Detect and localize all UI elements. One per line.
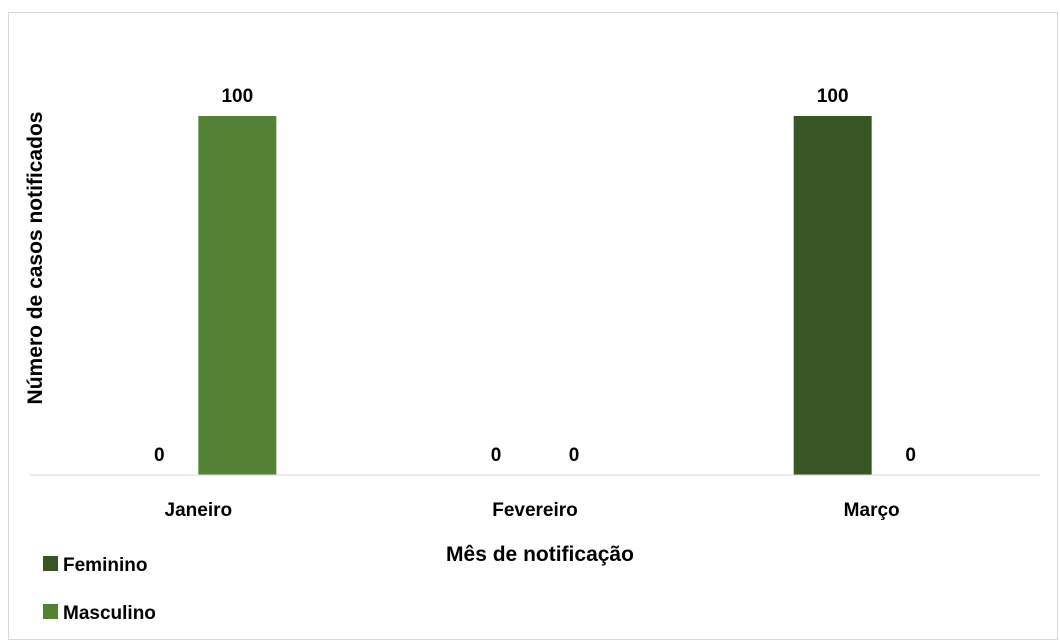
- legend-label-feminino: Feminino: [63, 555, 147, 576]
- data-label-masculino-fevereiro: 0: [569, 445, 580, 466]
- data-label-feminino-março: 100: [817, 86, 849, 107]
- x-tick-label-março: Março: [844, 500, 900, 521]
- x-tick-label-janeiro: Janeiro: [165, 500, 233, 521]
- bars-layer: [198, 116, 872, 475]
- labels-layer: 0 100 Janeiro 0 0 Fevereiro 100 0 Março: [154, 86, 916, 521]
- legend-label-masculino: Masculino: [63, 603, 156, 624]
- chart-frame: [8, 12, 1058, 640]
- y-axis-title: Número de casos notificados: [24, 112, 47, 405]
- legend: Feminino Masculino: [43, 555, 156, 624]
- data-label-feminino-fevereiro: 0: [491, 445, 502, 466]
- x-axis-title: Mês de notificação: [446, 543, 634, 566]
- legend-item-masculino: Masculino: [43, 603, 156, 624]
- legend-swatch-masculino: [43, 604, 58, 619]
- data-label-masculino-março: 0: [905, 445, 916, 466]
- data-label-masculino-janeiro: 100: [221, 86, 253, 107]
- legend-swatch-feminino: [43, 556, 58, 571]
- bar-feminino-março: [793, 116, 872, 475]
- bar-masculino-janeiro: [198, 116, 277, 475]
- data-label-feminino-janeiro: 0: [154, 445, 165, 466]
- x-tick-label-fevereiro: Fevereiro: [492, 500, 578, 521]
- legend-item-feminino: Feminino: [43, 555, 147, 576]
